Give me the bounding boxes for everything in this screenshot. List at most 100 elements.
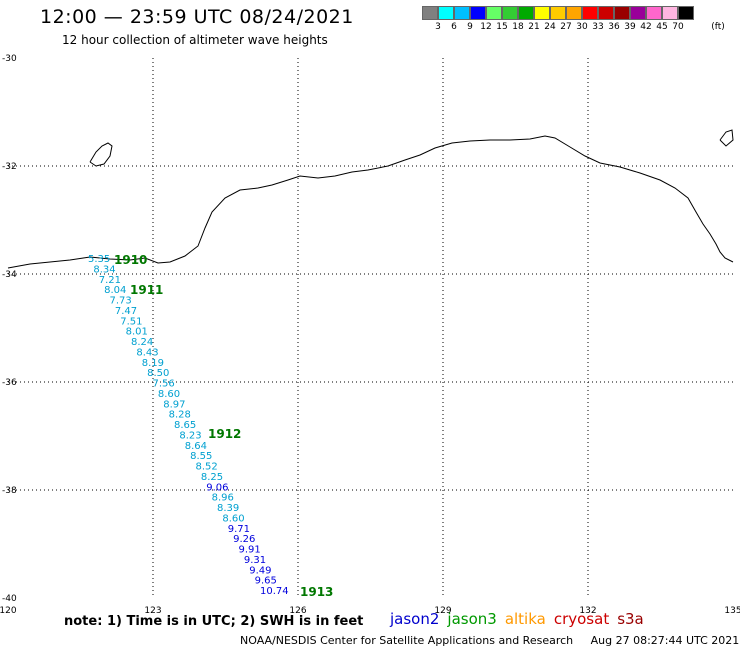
swh-value-label: 7.47 [115, 306, 137, 317]
legend-label: 33 [592, 22, 604, 32]
swh-value-label: 8.39 [217, 503, 239, 514]
swh-value-label: 10.74 [260, 586, 289, 597]
legend-swatch-16 [678, 6, 694, 20]
lat-tick-label: -30 [2, 54, 17, 64]
swh-value-label: 8.28 [169, 410, 191, 421]
legend-swatch-1 [438, 6, 454, 20]
legend-swatch-5 [502, 6, 518, 20]
swh-value-label: 9.49 [249, 565, 271, 576]
swh-value-label: 8.43 [136, 347, 158, 358]
swh-value-label: 8.34 [93, 264, 115, 275]
mission-jason2: jason2 [390, 610, 440, 628]
swh-value-label: 8.01 [126, 327, 148, 338]
swh-value-label: 8.60 [222, 513, 244, 524]
swh-value-label: 9.06 [206, 482, 228, 493]
swh-value-label: 7.21 [99, 275, 121, 286]
legend-swatches [422, 6, 740, 20]
footer-note: note: 1) Time is in UTC; 2) SWH is in fe… [64, 614, 364, 629]
mission-legend: jason2 jason3 altika cryosat s3a [390, 610, 652, 628]
coastline [7, 135, 734, 269]
legend-label: 24 [544, 22, 556, 32]
swh-value-labels: 5.358.347.218.047.737.477.518.018.248.43… [88, 254, 289, 597]
pass-number-label: 1913 [300, 585, 333, 599]
axis-tick-labels: 120 123 126 129 132 135 -30 -32 -34 -36 -38 -40 [0, 54, 740, 616]
legend-swatch-11 [598, 6, 614, 20]
swh-value-label: 9.71 [228, 524, 250, 535]
legend-swatch-14 [646, 6, 662, 20]
lat-tick-label: -38 [2, 486, 17, 496]
swh-value-label: 8.60 [158, 389, 180, 400]
lat-tick-label: -40 [2, 594, 17, 604]
legend-swatch-10 [582, 6, 598, 20]
swh-value-label: 9.65 [255, 576, 277, 587]
swh-value-label: 7.51 [120, 316, 142, 327]
legend-unit: (ft) [711, 22, 725, 32]
legend-label: 30 [576, 22, 588, 32]
credit-line: NOAA/NESDIS Center for Satellite Applica… [240, 634, 740, 647]
lon-tick-label: 135 [724, 606, 740, 616]
swh-value-label: 8.65 [174, 420, 196, 431]
kangaroo-island-outline [89, 142, 113, 167]
legend-swatch-0 [422, 6, 438, 20]
lon-tick-label: 129 [434, 606, 451, 616]
swh-value-label: 7.73 [110, 296, 132, 307]
islet-outline [719, 129, 734, 147]
legend-labels: 3 6 9 12 15 18 21 24 27 30 33 36 39 42 45 70 (ft) [422, 20, 740, 34]
legend-label: 27 [560, 22, 572, 32]
swh-value-label: 5.35 [88, 254, 110, 265]
lat-tick-label: -32 [2, 162, 17, 172]
legend-label: 9 [467, 22, 473, 32]
legend-swatch-3 [470, 6, 486, 20]
swh-value-label: 9.31 [244, 555, 266, 566]
mission-s3a: s3a [617, 610, 644, 628]
color-legend: 3 6 9 12 15 18 21 24 27 30 33 36 39 42 45 70 (ft) [422, 6, 740, 34]
swh-value-label: 8.64 [185, 441, 207, 452]
map-title: 12:00 — 23:59 UTC 08/24/2021 [40, 6, 354, 28]
lon-tick-label: 120 [0, 606, 17, 616]
legend-label: 36 [608, 22, 620, 32]
legend-swatch-15 [662, 6, 678, 20]
lon-tick-label: 132 [579, 606, 596, 616]
lon-tick-label: 126 [289, 606, 306, 616]
pass-number-label: 1912 [208, 427, 241, 441]
legend-label: 18 [512, 22, 524, 32]
legend-label: 70 [672, 22, 684, 32]
mission-altika: altika [504, 610, 546, 628]
legend-label: 15 [496, 22, 508, 32]
swh-value-label: 8.55 [190, 451, 212, 462]
legend-swatch-13 [630, 6, 646, 20]
legend-swatch-4 [486, 6, 502, 20]
legend-label: 12 [480, 22, 492, 32]
lat-tick-label: -34 [2, 270, 17, 280]
legend-label: 42 [640, 22, 652, 32]
swh-value-label: 8.23 [179, 430, 201, 441]
swh-value-label: 7.56 [153, 379, 175, 390]
lat-lon-grid [8, 58, 733, 598]
swh-value-label: 8.25 [201, 472, 223, 483]
legend-swatch-6 [518, 6, 534, 20]
pass-number-label: 1911 [130, 283, 163, 297]
legend-swatch-7 [534, 6, 550, 20]
mission-cryosat: cryosat [553, 610, 610, 628]
swh-value-label: 8.50 [147, 368, 169, 379]
mission-jason3: jason3 [447, 610, 497, 628]
swh-value-label: 8.24 [131, 337, 153, 348]
pass-number-labels: 1910 1911 1912 1913 [114, 253, 333, 599]
map-subtitle: 12 hour collection of altimeter wave hei… [62, 33, 328, 47]
swh-value-label: 8.52 [196, 462, 218, 473]
legend-label: 21 [528, 22, 540, 32]
legend-swatch-9 [566, 6, 582, 20]
legend-swatch-12 [614, 6, 630, 20]
legend-label: 6 [451, 22, 457, 32]
swh-value-label: 8.04 [104, 285, 126, 296]
lon-tick-label: 123 [144, 606, 161, 616]
swh-value-label: 8.97 [163, 399, 185, 410]
legend-label: 39 [624, 22, 636, 32]
swh-value-label: 9.91 [239, 545, 261, 556]
legend-label: 45 [656, 22, 668, 32]
legend-label: 3 [435, 22, 441, 32]
pass-number-label: 1910 [114, 253, 147, 267]
lat-tick-label: -36 [2, 378, 17, 388]
swh-value-label: 9.26 [233, 534, 255, 545]
